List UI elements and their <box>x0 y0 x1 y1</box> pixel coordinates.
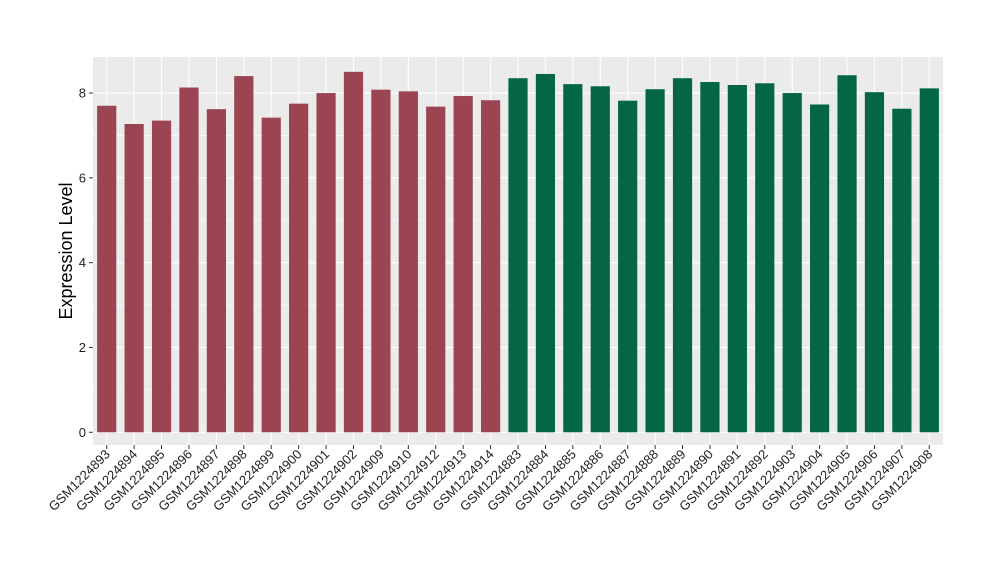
bar-GSM1224896 <box>179 87 199 433</box>
bar-GSM1224909 <box>371 89 391 433</box>
bar-GSM1224891 <box>727 84 747 433</box>
y-tick-label: 4 <box>79 255 86 270</box>
bar-GSM1224890 <box>700 82 720 433</box>
bar-GSM1224892 <box>755 83 775 433</box>
bars <box>97 71 939 433</box>
bar-GSM1224904 <box>810 104 830 433</box>
bar-GSM1224900 <box>289 103 309 433</box>
bar-GSM1224899 <box>261 117 281 433</box>
bar-GSM1224885 <box>563 84 583 433</box>
bar-GSM1224886 <box>590 86 610 433</box>
bar-GSM1224888 <box>645 89 665 433</box>
bar-GSM1224884 <box>535 73 556 433</box>
bar-GSM1224913 <box>453 96 473 433</box>
bar-GSM1224905 <box>837 75 857 433</box>
bar-GSM1224893 <box>97 105 117 433</box>
bar-GSM1224894 <box>124 123 144 433</box>
bar-GSM1224898 <box>234 76 254 433</box>
bar-GSM1224901 <box>316 93 336 433</box>
bar-GSM1224908 <box>919 88 939 433</box>
bar-GSM1224883 <box>508 78 528 433</box>
bar-GSM1224907 <box>892 108 912 433</box>
bar-GSM1224897 <box>206 109 226 433</box>
bar-GSM1224914 <box>480 100 501 433</box>
bar-GSM1224910 <box>398 91 418 433</box>
y-tick-label: 6 <box>79 170 86 185</box>
x-axis: GSM1224893GSM1224894GSM1224895GSM1224896… <box>45 445 935 514</box>
bar-GSM1224903 <box>782 93 802 433</box>
y-axis-title: Expression Level <box>56 182 76 319</box>
bar-GSM1224906 <box>864 92 885 433</box>
bar-GSM1224902 <box>343 71 364 433</box>
bar-GSM1224895 <box>151 120 172 433</box>
y-tick-label: 0 <box>79 425 86 440</box>
y-tick-label: 8 <box>79 86 86 101</box>
bar-GSM1224912 <box>426 106 446 433</box>
bar-GSM1224889 <box>672 78 693 433</box>
bar-GSM1224887 <box>618 100 638 433</box>
y-axis: 0 2 4 6 8 <box>79 86 93 440</box>
y-tick-label: 2 <box>79 340 86 355</box>
